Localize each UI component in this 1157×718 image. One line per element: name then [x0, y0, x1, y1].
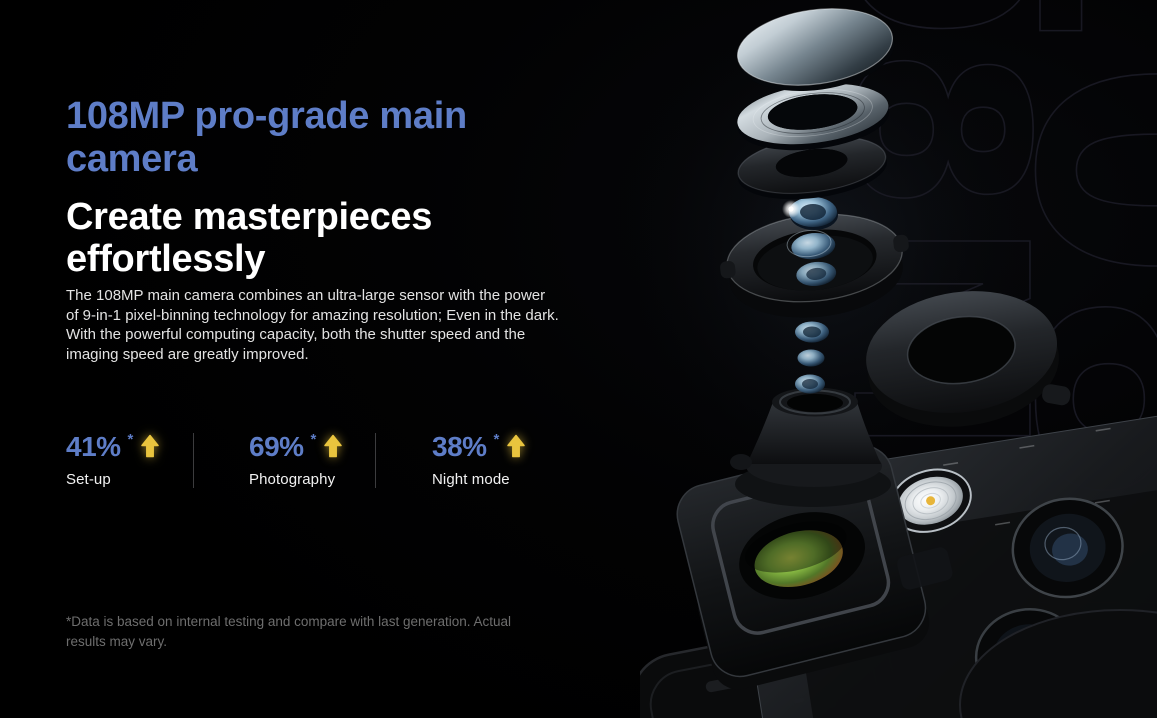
dark-ring [737, 135, 888, 200]
stat-asterisk: * [310, 431, 317, 448]
stat-value: 69% [249, 431, 304, 462]
stat-setup: 41% * Set-up [66, 431, 193, 488]
stat-night-mode: 38% * Night mode [375, 431, 526, 488]
stat-label: Night mode [432, 471, 510, 488]
camera-exploded-illustration: 108MP 108MP [640, 0, 1157, 718]
lens-barrel [720, 213, 909, 318]
section-headline: Create masterpieces effortlessly [66, 195, 433, 281]
small-lens-elements [795, 321, 829, 394]
floating-ring [866, 291, 1071, 427]
stats-row: 41% * Set-up 69% * Photography [66, 431, 526, 488]
plate-lens-opening-1 [1011, 497, 1124, 599]
lens-cone [730, 387, 891, 507]
stat-value: 41% [66, 431, 121, 462]
stat-label: Set-up [66, 471, 111, 488]
stat-value: 38% [432, 431, 487, 462]
disclaimer-note: *Data is based on internal testing and c… [66, 613, 512, 650]
lens-element [782, 197, 838, 230]
flash-led [926, 496, 936, 506]
up-arrow-icon [507, 434, 526, 458]
stat-photography: 69% * Photography [193, 431, 375, 488]
section-title: 108MP pro-grade main camera [66, 95, 467, 181]
stat-asterisk: * [493, 431, 500, 448]
image-sensor [754, 530, 843, 588]
section-description: The 108MP main camera combines an ultra-… [66, 287, 559, 363]
lens-stack [720, 8, 909, 507]
up-arrow-icon [141, 434, 160, 458]
lens-cover-disc [736, 8, 895, 92]
background-module-arc [959, 609, 1157, 718]
sensor-housing [676, 444, 953, 690]
stat-asterisk: * [127, 431, 134, 448]
stat-label: Photography [249, 471, 336, 488]
up-arrow-icon [324, 434, 343, 458]
metal-ring [737, 83, 890, 151]
